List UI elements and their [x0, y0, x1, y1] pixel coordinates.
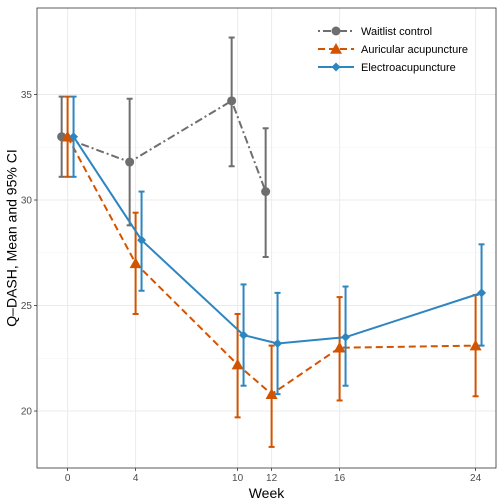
y-axis-title: Q–DASH, Mean and 95% CI: [4, 149, 20, 326]
point-electroacupuncture: [273, 339, 283, 349]
grid: [37, 8, 496, 468]
y-axis: 20 25 30 35: [21, 90, 37, 418]
legend-label-waitlist-control: Waitlist control: [361, 26, 432, 38]
point-auricular-acupuncture: [333, 341, 346, 353]
legend-label-electroacupuncture: Electroacupuncture: [361, 62, 456, 74]
legend-label-auricular-acupuncture: Auricular acupuncture: [361, 44, 468, 56]
legend-marker-waitlist-control: [331, 26, 341, 36]
x-tick-label: 10: [232, 473, 244, 484]
point-electroacupuncture: [69, 132, 79, 142]
x-axis-title: Week: [249, 485, 286, 501]
x-tick-label: 16: [334, 473, 346, 484]
series-line-auricular-acupuncture: [66, 136, 476, 396]
series-layer: [57, 36, 487, 448]
point-electroacupuncture: [341, 332, 351, 342]
x-tick-label: 4: [133, 473, 139, 484]
x-tick-label: 0: [65, 473, 71, 484]
point-auricular-acupuncture: [129, 257, 142, 269]
y-tick-label: 30: [21, 196, 33, 207]
x-tick-label: 12: [266, 473, 278, 484]
point-auricular-acupuncture: [231, 358, 244, 370]
y-tick-label: 35: [21, 90, 33, 101]
point-waitlist-control: [227, 96, 237, 106]
x-tick-label: 24: [470, 473, 482, 484]
point-electroacupuncture: [239, 330, 249, 340]
point-electroacupuncture: [477, 288, 487, 298]
point-waitlist-control: [125, 157, 135, 167]
series-electroacupuncture: [69, 95, 487, 396]
point-waitlist-control: [261, 187, 271, 197]
series-waitlist-control: [57, 36, 271, 258]
y-tick-label: 20: [21, 407, 33, 418]
y-tick-label: 25: [21, 301, 33, 312]
point-auricular-acupuncture: [61, 130, 74, 142]
point-auricular-acupuncture: [469, 339, 482, 351]
series-line-electroacupuncture: [72, 136, 482, 345]
plot-border: [36, 7, 497, 469]
point-electroacupuncture: [137, 235, 147, 245]
legend-marker-electroacupuncture: [331, 62, 341, 72]
legend: Waitlist control Auricular acupuncture Ele…: [318, 26, 468, 74]
point-auricular-acupuncture: [265, 388, 278, 399]
x-axis: 0 4 10 12 16 24: [65, 468, 482, 484]
legend-marker-auricular-acupuncture: [330, 43, 342, 54]
